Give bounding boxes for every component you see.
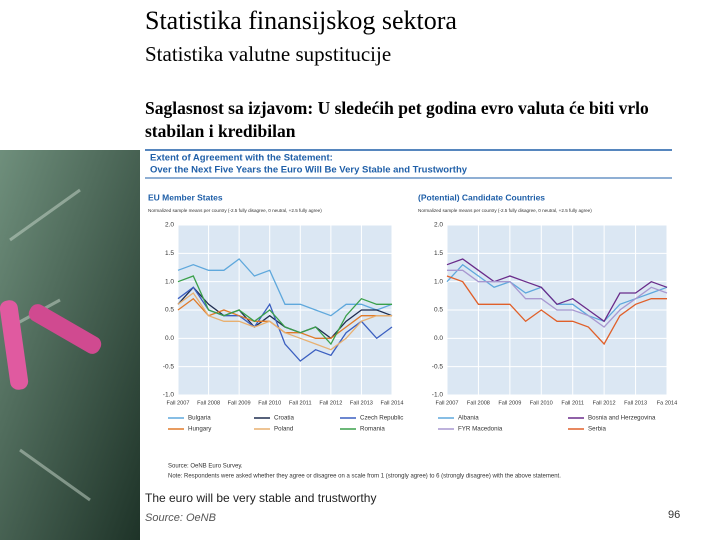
legend-label: FYR Macedonia bbox=[458, 426, 503, 433]
x-tick-label: Fall 2011 bbox=[289, 400, 312, 406]
legend-label: Hungary bbox=[188, 426, 212, 433]
legend-label: Romania bbox=[360, 426, 385, 433]
chalkboard bbox=[0, 150, 140, 540]
x-tick-label: Fall 2012 bbox=[319, 400, 342, 406]
source: Source: OeNB bbox=[145, 512, 216, 524]
x-tick-label: Fall 2008 bbox=[467, 400, 490, 406]
legend-label: Albania bbox=[458, 415, 479, 422]
panel-subtitle: Normalized sample means per country (-2.… bbox=[418, 208, 592, 213]
x-tick-label: Fall 2007 bbox=[435, 400, 458, 406]
x-tick-label: Fall 2011 bbox=[561, 400, 584, 406]
series-line bbox=[177, 275, 392, 346]
x-tick-label: Fall 2012 bbox=[593, 400, 616, 406]
panel-title: (Potential) Candidate Countries bbox=[418, 192, 545, 202]
x-tick-label: Fall 2007 bbox=[166, 400, 189, 406]
panel-title: EU Member States bbox=[148, 192, 223, 202]
legend-label: Bulgaria bbox=[188, 415, 211, 422]
legend-label: Czech Republic bbox=[360, 415, 403, 422]
series-line bbox=[447, 269, 668, 328]
y-tick-label: 1.0 bbox=[434, 278, 443, 285]
figure-title: Over the Next Five Years the Euro Will B… bbox=[150, 165, 468, 176]
y-tick-label: 1.5 bbox=[165, 250, 174, 257]
series-line bbox=[177, 292, 392, 351]
x-tick-label: Fall 2009 bbox=[228, 400, 251, 406]
y-tick-label: 0.5 bbox=[165, 307, 174, 314]
y-tick-label: -0.5 bbox=[163, 363, 175, 370]
slide-subtitle: Statistika valutne supstitucije bbox=[145, 42, 392, 66]
y-tick-label: 0.0 bbox=[434, 335, 443, 342]
caption: The euro will be very stable and trustwo… bbox=[145, 491, 376, 505]
slide-title: Statistika finansijskog sektora bbox=[145, 6, 457, 35]
y-tick-label: 1.0 bbox=[165, 278, 174, 285]
x-tick-label: Fall 2014 bbox=[380, 400, 403, 406]
x-tick-label: Fall 2010 bbox=[258, 400, 281, 406]
y-tick-label: -1.0 bbox=[432, 392, 444, 399]
y-tick-label: 0.5 bbox=[434, 307, 443, 314]
x-tick-label: Fall 2013 bbox=[350, 400, 373, 406]
figure-title: Extent of Agreement with the Statement: bbox=[150, 153, 333, 164]
y-tick-label: -1.0 bbox=[163, 392, 175, 399]
series-line bbox=[446, 258, 668, 323]
statement: Saglasnost sa izjavom: U sledećih pet go… bbox=[145, 98, 649, 141]
legend-label: Poland bbox=[274, 426, 294, 433]
y-tick-label: 2.0 bbox=[165, 222, 174, 229]
x-tick-label: Fa 2014 bbox=[657, 400, 678, 406]
x-tick-label: Fall 2010 bbox=[530, 400, 553, 406]
y-tick-label: 1.5 bbox=[434, 250, 443, 257]
page-number: 96 bbox=[668, 509, 680, 521]
legend-label: Croatia bbox=[274, 415, 295, 422]
y-tick-label: 2.0 bbox=[434, 222, 443, 229]
y-tick-label: 0.0 bbox=[165, 335, 174, 342]
legend-label: Bosnia and Herzegovina bbox=[588, 415, 656, 422]
x-tick-label: Fall 2008 bbox=[197, 400, 220, 406]
legend-label: Serbia bbox=[588, 426, 606, 433]
series-line bbox=[446, 275, 667, 346]
x-tick-label: Fall 2009 bbox=[498, 400, 521, 406]
panel-subtitle: Normalized sample means per country (-2.… bbox=[148, 208, 322, 213]
x-tick-label: Fall 2013 bbox=[624, 400, 647, 406]
y-tick-label: -0.5 bbox=[432, 363, 444, 370]
figure-source: Source: OeNB Euro Survey. bbox=[168, 464, 243, 470]
figure-note: Note: Respondents were asked whether the… bbox=[168, 474, 561, 480]
